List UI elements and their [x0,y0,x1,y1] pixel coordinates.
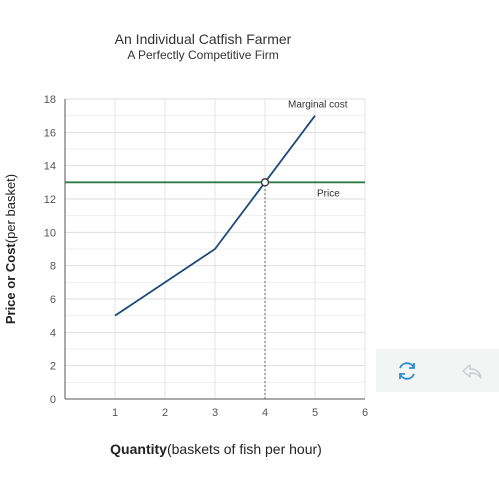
y-tick-label: 12 [44,194,56,206]
refresh-button[interactable] [395,359,419,383]
refresh-icon [399,362,415,380]
x-tick-label: 1 [112,407,118,419]
x-tick-label: 5 [312,407,318,419]
marginal-cost-line [114,115,316,317]
grid [65,98,366,399]
x-tick-label: 6 [362,407,368,419]
price-label: Price [317,188,340,199]
series-layer: Marginal cost Price [65,100,365,317]
undo-button[interactable] [460,359,484,383]
control-panel [376,349,499,392]
y-tick-label: 16 [44,127,56,139]
equilibrium-point [260,178,270,187]
y-tick-label: 8 [50,261,56,273]
x-tick-label: 2 [162,407,168,419]
y-tick-label: 6 [50,294,56,306]
axes [64,99,365,400]
chart-subtitle: A Perfectly Competitive Firm [127,48,279,62]
y-tick-label: 4 [50,327,56,339]
y-tick-label: 2 [50,361,56,373]
y-tick-label: 10 [44,227,56,239]
x-axis-label-bold: Quantity [110,441,167,457]
y-tick-label: 0 [50,394,56,406]
undo-icon [462,364,482,379]
annotations [260,178,270,399]
x-tick-label: 4 [262,407,268,419]
y-tick-label: 18 [44,94,56,106]
x-axis-label: Quantity(baskets of fish per hour) [66,441,366,457]
chart-title: An Individual Catfish Farmer [114,31,292,47]
marginal-cost-label: Marginal cost [288,100,348,111]
x-tick-label: 3 [212,407,218,419]
y-tick-label: 14 [44,161,56,173]
x-axis-label-rest: (baskets of fish per hour) [166,441,322,457]
